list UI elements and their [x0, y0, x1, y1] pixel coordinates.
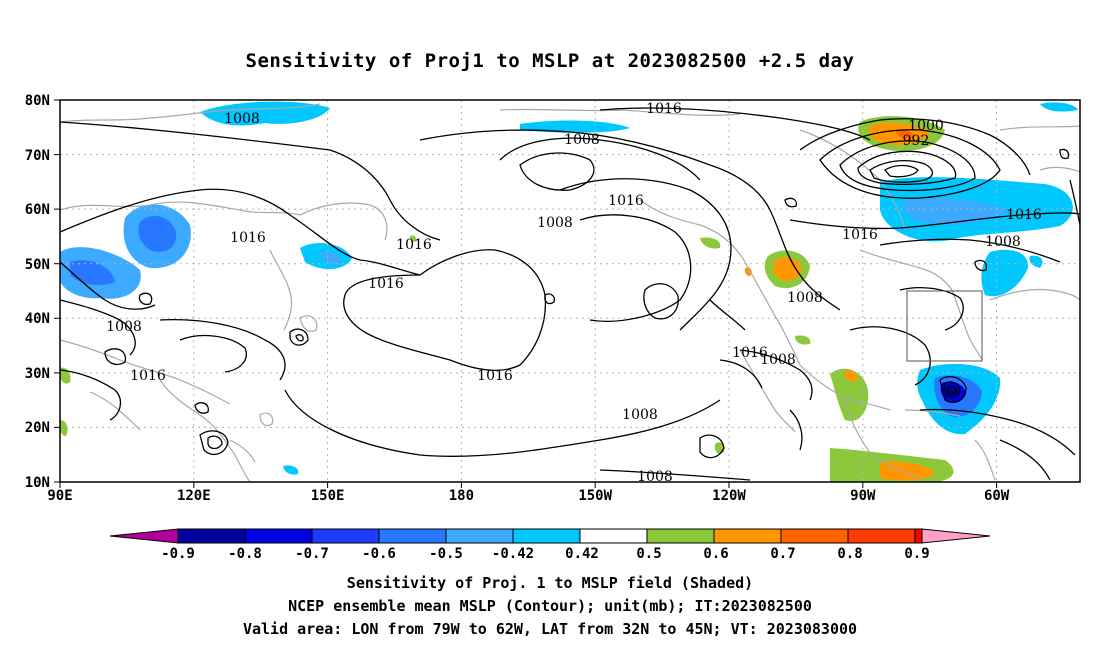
map-frame	[59, 99, 1081, 483]
lon-label: 150W	[578, 488, 612, 504]
map-title: Sensitivity of Proj1 to MSLP at 20230825…	[245, 50, 855, 72]
lon-label: 150E	[311, 488, 345, 504]
lat-label: 50N	[25, 257, 50, 273]
mslp-contours	[60, 107, 1080, 481]
lat-label: 40N	[25, 311, 50, 327]
colorbar	[109, 528, 991, 544]
contour-label: 1016	[130, 368, 166, 384]
colorbar-label: 0.8	[837, 546, 862, 562]
contour-labels: 1008 1016 1008 1016 1000 992 1016 1008 1…	[106, 101, 1042, 485]
lat-label: 70N	[25, 148, 50, 164]
axis-ticks	[54, 99, 998, 488]
map-area	[60, 100, 1080, 482]
contour-label: 1008	[787, 290, 823, 306]
colorbar-label: 0.9	[904, 546, 929, 562]
contour-label: 1008	[537, 215, 573, 231]
contour-label: 1000	[908, 118, 944, 134]
colorbar-labels: -0.9 -0.8 -0.7 -0.6 -0.5 -0.42 0.42 0.5 …	[161, 546, 930, 562]
contour-label: 1016	[842, 227, 878, 243]
colorbar-swatch	[378, 528, 447, 544]
longitude-labels: 90E 120E 150E 180 150W 120W 90W 60W	[47, 488, 1009, 504]
contour-label: 1016	[1006, 207, 1042, 223]
lon-label: 60W	[984, 488, 1010, 504]
colorbar-swatch	[914, 528, 923, 544]
lat-label: 80N	[25, 93, 50, 109]
contour-label: 1008	[106, 319, 142, 335]
lat-label: 20N	[25, 420, 50, 436]
contour-label: 1016	[477, 368, 513, 384]
colorbar-swatch	[780, 528, 849, 544]
colorbar-label: -0.7	[295, 546, 329, 562]
colorbar-swatch	[311, 528, 380, 544]
colorbar-label: 0.5	[636, 546, 661, 562]
valid-area-box	[906, 290, 983, 362]
colorbar-swatch	[579, 528, 648, 544]
contour-label: 1016	[396, 237, 432, 253]
coastlines	[60, 103, 1080, 482]
contour-label: 1008	[637, 469, 673, 485]
colorbar-swatch	[921, 528, 991, 544]
lon-label: 120W	[712, 488, 746, 504]
map-gridlines	[60, 100, 1080, 482]
contour-label: 992	[903, 133, 930, 149]
colorbar-label: 0.7	[770, 546, 795, 562]
colorbar-swatch	[847, 528, 916, 544]
colorbar-label: 0.42	[565, 546, 599, 562]
colorbar-label: -0.5	[429, 546, 463, 562]
contour-label: 1016	[608, 193, 644, 209]
contour-label: 1008	[622, 407, 658, 423]
lat-label: 10N	[25, 475, 50, 491]
lon-label: 120E	[177, 488, 211, 504]
colorbar-swatch	[445, 528, 514, 544]
footer-caption-valid-area: Valid area: LON from 79W to 62W, LAT fro…	[242, 620, 858, 638]
lon-label: 180	[449, 488, 474, 504]
contour-label: 1008	[224, 111, 260, 127]
colorbar-label: -0.8	[228, 546, 262, 562]
lon-label: 90E	[47, 488, 72, 504]
latitude-labels: 80N 70N 60N 50N 40N 30N 20N 10N	[25, 93, 50, 491]
colorbar-swatch	[512, 528, 581, 544]
footer-caption-contour: NCEP ensemble mean MSLP (Contour); unit(…	[288, 597, 812, 615]
colorbar-swatch	[646, 528, 715, 544]
colorbar-swatch	[109, 528, 179, 544]
colorbar-label: -0.6	[362, 546, 396, 562]
lat-label: 30N	[25, 366, 50, 382]
contour-label: 1008	[564, 132, 600, 148]
lat-label: 60N	[25, 202, 50, 218]
contour-label: 1008	[985, 234, 1021, 250]
contour-label: 1008	[760, 352, 796, 368]
colorbar-swatch	[244, 528, 313, 544]
contour-label: 1016	[646, 101, 682, 117]
colorbar-label: -0.9	[161, 546, 195, 562]
colorbar-label: -0.42	[492, 546, 534, 562]
colorbar-swatch	[177, 528, 246, 544]
footer-caption-shading: Sensitivity of Proj. 1 to MSLP field (Sh…	[346, 574, 754, 592]
contour-label: 1016	[230, 230, 266, 246]
contour-label: 1016	[732, 345, 768, 361]
contour-label: 1016	[368, 276, 404, 292]
colorbar-swatch	[713, 528, 782, 544]
lon-label: 90W	[850, 488, 876, 504]
colorbar-label: 0.6	[703, 546, 728, 562]
